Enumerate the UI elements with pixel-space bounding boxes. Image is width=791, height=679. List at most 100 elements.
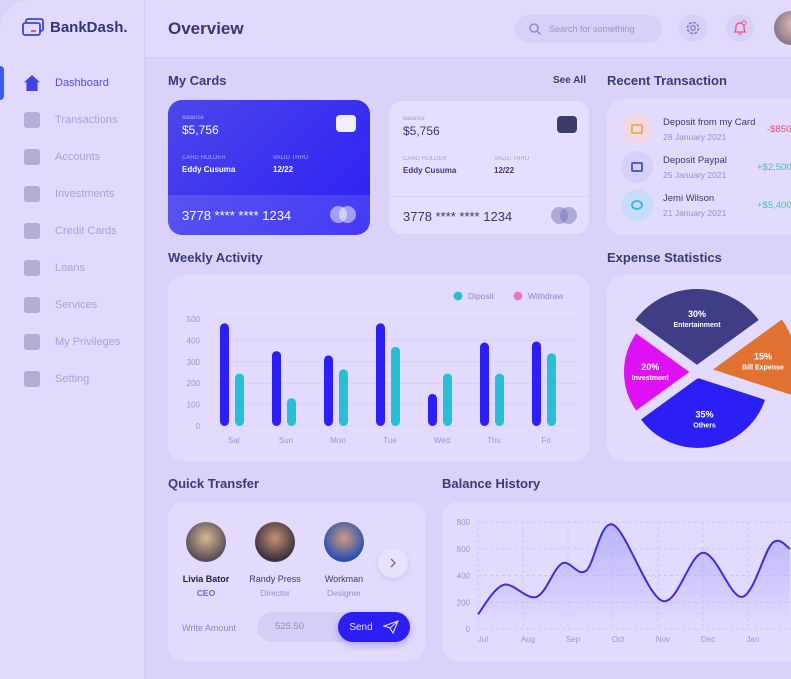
sidebar-item-label: Services	[55, 299, 98, 311]
transaction-name: Deposit Paypal	[663, 154, 727, 166]
balance-label: Balance	[182, 115, 204, 121]
pie-slice-entertainment	[632, 287, 762, 368]
sidebar-item-credit-cards[interactable]: Credit Cards	[0, 216, 145, 246]
weekly-activity-title: Weekly Activity	[168, 250, 263, 265]
legend-label: Withdraw	[528, 291, 564, 301]
transaction-amount: -$850	[767, 123, 791, 135]
credit-card-icon	[24, 223, 40, 239]
bar-sun	[287, 398, 296, 426]
contact-name: Randy Press	[249, 574, 301, 584]
bar-thu	[480, 342, 489, 426]
transaction-amount: +$5,400	[757, 199, 791, 211]
sidebar-item-my-privileges[interactable]: My Privileges	[0, 327, 145, 357]
app-name: BankDash.	[50, 18, 128, 36]
bar-fri	[532, 341, 541, 426]
x-tick-label: Jul	[478, 635, 488, 644]
y-tick-label: 200	[457, 598, 471, 607]
y-tick-label: 0	[466, 625, 471, 634]
transaction-row[interactable]: Deposit Paypal 25 January 2021 +$2,500	[607, 148, 791, 186]
bar-tue	[391, 346, 400, 426]
x-tick-label: Aug	[521, 635, 535, 644]
x-tick-label: Sat	[228, 436, 241, 445]
search-placeholder: Search for something	[549, 24, 635, 34]
card-balance: $5,756	[403, 124, 440, 138]
bar-wed	[428, 393, 437, 426]
investment-icon	[24, 186, 40, 202]
user-avatar[interactable]	[774, 11, 791, 45]
sidebar-item-setting[interactable]: Setting	[0, 364, 145, 394]
bankdash-logo-icon	[22, 18, 44, 36]
contact-name: Livia Bator	[182, 574, 230, 584]
balance-history-title: Balance History	[442, 476, 541, 491]
send-button[interactable]: Send	[338, 612, 410, 642]
x-tick-label: Mon	[330, 436, 346, 445]
card-holder-label: CARD HOLDER	[182, 155, 226, 161]
pie-percent-label: 30%	[688, 309, 706, 319]
transfer-contact[interactable]: Workman Designer	[309, 522, 379, 598]
y-tick-label: 500	[187, 315, 201, 324]
next-people-button[interactable]	[378, 548, 408, 578]
pie-category-label: Investment	[632, 375, 670, 382]
bar-wed	[443, 373, 452, 426]
transfer-contact[interactable]: Livia Bator CEO	[171, 522, 241, 598]
sidebar-item-label: Credit Cards	[55, 225, 117, 237]
y-tick-label: 600	[457, 545, 471, 554]
balance-history-chart: 0 200 400 600 800 Jul Aug Sep Oct Nov Dec Jan	[457, 518, 791, 644]
expense-pie-chart: 30% Entertainment 15% Bill Expense 35% Others…	[622, 287, 791, 450]
sidebar-item-services[interactable]: Services	[0, 290, 145, 320]
credit-card[interactable]: Balance $5,756 CARD HOLDER Eddy Cusuma V…	[168, 100, 370, 235]
sidebar-item-accounts[interactable]: Accounts	[0, 142, 145, 172]
pie-category-label: Entertainment	[673, 322, 721, 329]
x-tick-label: Oct	[612, 635, 625, 644]
my-cards-title: My Cards	[168, 73, 227, 88]
search-input[interactable]: Search for something	[515, 15, 662, 43]
x-tick-label: Thu	[487, 436, 501, 445]
transaction-date: 28 January 2021	[663, 131, 727, 142]
settings-button[interactable]	[679, 14, 707, 42]
bar-thu	[495, 373, 504, 426]
card-balance: $5,756	[182, 123, 219, 137]
sidebar-item-dashboard[interactable]: Dashboard	[0, 68, 145, 98]
transaction-row[interactable]: Deposit from my Card 28 January 2021 -$8…	[607, 110, 791, 148]
legend-label: Diposit	[468, 291, 495, 301]
recent-transaction-title: Recent Transaction	[607, 73, 727, 88]
sidebar-item-label: Accounts	[55, 151, 101, 163]
sidebar-item-investments[interactable]: Investments	[0, 179, 145, 209]
coin-icon	[621, 189, 653, 221]
bar-sat	[220, 323, 229, 426]
sidebar-item-label: My Privileges	[55, 336, 121, 348]
bar-mon	[324, 355, 333, 426]
y-tick-label: 100	[187, 401, 201, 410]
sidebar-item-loans[interactable]: Loans	[0, 253, 145, 283]
sidebar-item-label: Dashboard	[55, 77, 109, 89]
card-icon	[621, 113, 653, 145]
weekly-activity-panel: 0 100 200 300 400 500 Sat Sun Mon Tue Wed Thu Fri Dip…	[168, 275, 590, 461]
x-tick-label: Sep	[566, 635, 581, 644]
pie-category-label: Bill Expense	[742, 365, 784, 372]
write-amount-label: Write Amount	[182, 623, 236, 633]
transfer-icon	[24, 112, 40, 128]
x-tick-label: Tue	[383, 436, 397, 445]
sidebar-item-label: Setting	[55, 373, 90, 385]
contact-name: Workman	[324, 574, 364, 584]
sidebar-item-label: Investments	[55, 188, 115, 200]
y-tick-label: 400	[457, 572, 471, 581]
bar-sat	[235, 373, 244, 426]
logo[interactable]: BankDash.	[22, 18, 128, 36]
expense-statistics-title: Expense Statistics	[607, 250, 722, 265]
card-holder: Eddy Cusuma	[182, 165, 236, 174]
transaction-name: Deposit from my Card	[663, 116, 756, 128]
page-title: Overview	[168, 19, 244, 38]
user-icon	[24, 149, 40, 165]
sidebar-item-transactions[interactable]: Transactions	[0, 105, 145, 135]
balance-area	[478, 524, 790, 629]
credit-card[interactable]: Balance $5,756 CARD HOLDER Eddy Cusuma V…	[388, 100, 590, 235]
bar-tue	[376, 323, 385, 426]
transaction-row[interactable]: Jemi Wilson 21 January 2021 +$5,400	[607, 186, 791, 224]
recent-transaction-panel: Deposit from my Card 28 January 2021 -$8…	[607, 99, 791, 235]
legend-dot	[453, 291, 463, 301]
card-holder-label: CARD HOLDER	[403, 156, 447, 162]
transfer-contact[interactable]: Randy Press Director	[240, 522, 310, 598]
see-all-link[interactable]: See All	[553, 75, 586, 86]
notifications-button[interactable]	[726, 14, 754, 42]
